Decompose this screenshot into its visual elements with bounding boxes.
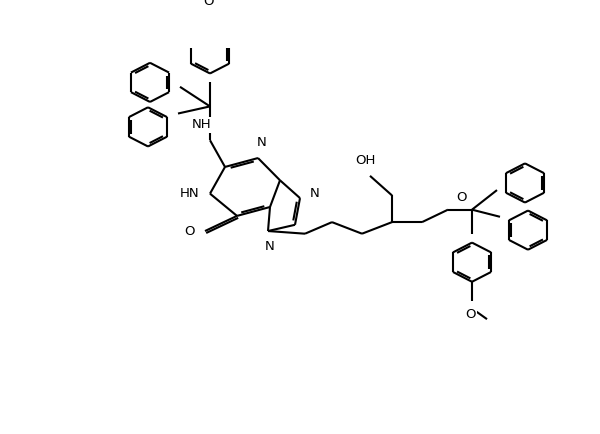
Text: O: O <box>185 224 195 237</box>
Text: OH: OH <box>355 154 375 167</box>
Text: O: O <box>465 309 475 322</box>
Text: HN: HN <box>180 187 200 200</box>
Text: O: O <box>456 191 467 204</box>
Text: N: N <box>257 136 267 149</box>
Text: N: N <box>310 187 320 200</box>
Text: O: O <box>203 0 213 7</box>
Text: NH: NH <box>192 118 212 132</box>
Text: N: N <box>265 240 275 253</box>
